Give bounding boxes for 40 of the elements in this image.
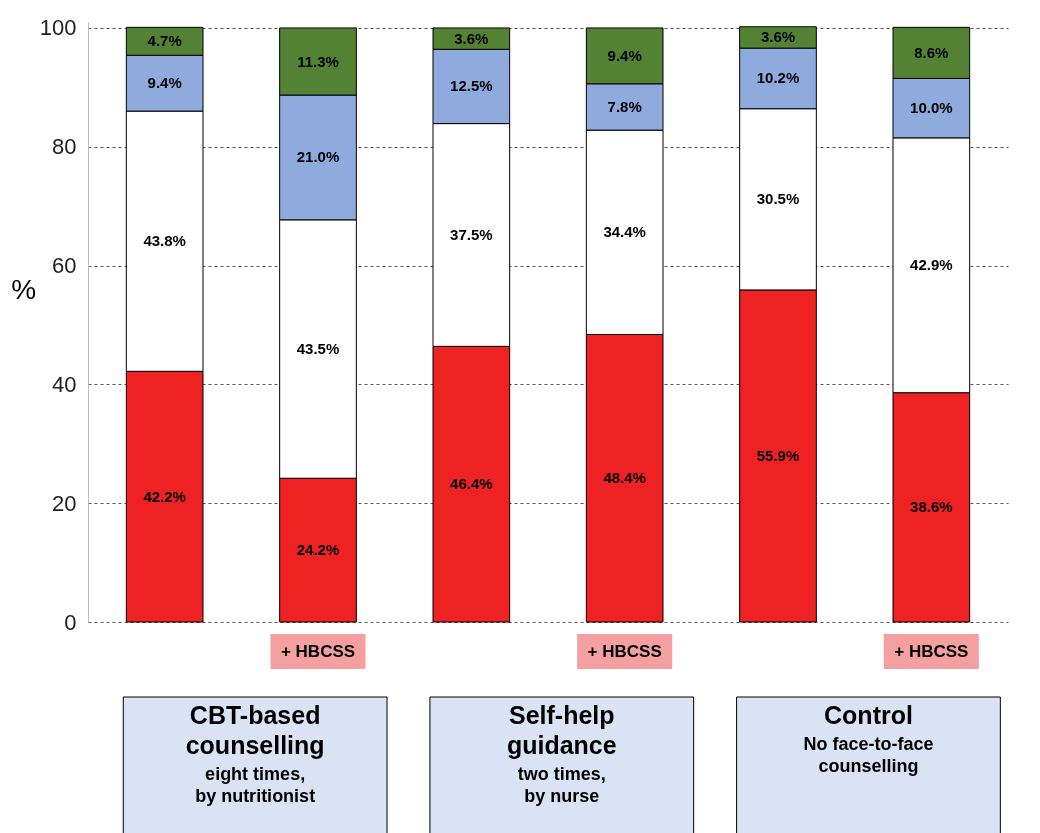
data-label: 48.4% (603, 469, 646, 487)
y-tick-label: 100 (39, 15, 77, 41)
x-tick-label: + HBCSS (894, 641, 969, 661)
data-label: 7.8% (607, 97, 642, 115)
data-label: 9.4% (607, 46, 642, 64)
text: Control (824, 701, 913, 729)
x-tick-label: + HBCSS (587, 641, 662, 661)
data-label: 21.0% (296, 148, 340, 166)
data-label: 4.7% (147, 32, 182, 50)
data-label: 10.0% (910, 99, 953, 117)
y-tick-label: 80 (52, 134, 77, 160)
data-label: 34.4% (603, 223, 646, 241)
data-label: 9.4% (147, 74, 182, 92)
text: Self-help guidance (506, 701, 617, 759)
y-tick-label: 20 (52, 490, 77, 516)
text: No face-to-face counselling (803, 734, 934, 776)
data-label: 11.3% (297, 52, 339, 70)
data-label: 10.2% (756, 69, 800, 87)
data-label: 42.9% (910, 256, 953, 274)
y-tick-label: 60 (52, 253, 77, 279)
y-tick-label: 40 (52, 371, 77, 397)
data-label: 8.6% (914, 43, 949, 61)
y-axis-title: % (11, 273, 37, 305)
text: eight times, by nutritionist (195, 764, 316, 806)
data-label: 55.9% (756, 446, 800, 464)
data-label: 12.5% (450, 77, 493, 95)
data-label: 24.2% (296, 541, 340, 559)
data-label: 3.6% (454, 29, 489, 47)
text: CBT-based counselling (185, 701, 325, 759)
data-label: 30.5% (756, 190, 800, 208)
y-tick-label: 0 (64, 609, 77, 635)
text: two times, by nurse (517, 764, 606, 806)
data-label: 46.4% (450, 475, 493, 493)
data-label: 42.2% (143, 487, 186, 505)
data-label: 43.5% (296, 340, 340, 358)
data-label: 3.6% (760, 28, 796, 46)
data-label: 43.8% (143, 232, 186, 250)
data-label: 38.6% (910, 498, 953, 516)
x-tick-label: + HBCSS (280, 641, 356, 661)
data-label: 37.5% (450, 225, 493, 243)
